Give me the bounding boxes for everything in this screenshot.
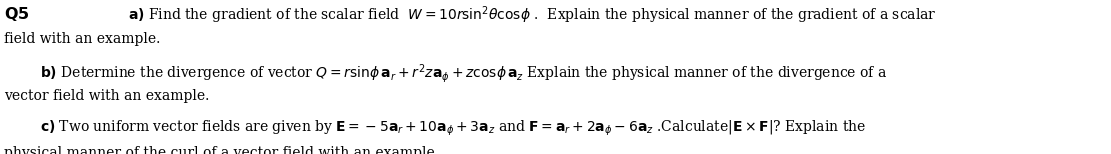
Text: vector field with an example.: vector field with an example. [4,89,210,103]
Text: physical manner of the curl of a vector field with an example.: physical manner of the curl of a vector … [4,146,440,154]
Text: field with an example.: field with an example. [4,32,161,46]
Text: $\mathbf{a)}$ Find the gradient of the scalar field  $W = 10r\sin^{2}\!\theta\co: $\mathbf{a)}$ Find the gradient of the s… [128,5,937,26]
Text: $\mathit{\mathbf{Q5}}$: $\mathit{\mathbf{Q5}}$ [4,5,30,23]
Text: $\mathbf{c)}$ Two uniform vector fields are given by $\mathbf{E} = -5\mathbf{a}_: $\mathbf{c)}$ Two uniform vector fields … [40,119,867,138]
Text: $\mathbf{b)}$ Determine the divergence of vector $Q = r\sin\!\phi\,\mathbf{a}_{r: $\mathbf{b)}$ Determine the divergence o… [40,62,888,85]
